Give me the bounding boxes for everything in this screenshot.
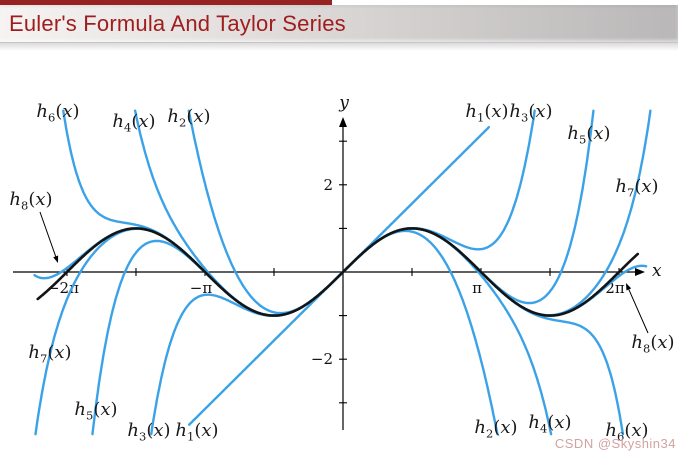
h8-right-arrow-head [626,283,632,291]
h8-left-arrow-head [53,255,59,263]
x-axis-label: x [652,261,662,281]
annotation-arrows [39,211,649,334]
curves [33,109,652,436]
header-accent-strip [0,0,332,5]
x-tick-label: π [472,279,482,297]
y-axis-label: y [338,93,349,113]
x-tick-label: −π [190,279,213,297]
title-bar [0,5,678,43]
x-axis-arrow [635,268,645,276]
y-tick-label: 2 [323,176,333,194]
h8-left-arrow [39,211,57,257]
y-axis-arrow [339,117,347,127]
watermark: CSDN @Skyshin34 [554,436,676,451]
h8-right-arrow [628,289,649,334]
curve-sin [36,227,640,317]
page-title: Euler's Formula And Taylor Series [9,11,346,36]
y-tick-label: −2 [311,350,333,368]
title-bar-shadow [0,43,678,51]
